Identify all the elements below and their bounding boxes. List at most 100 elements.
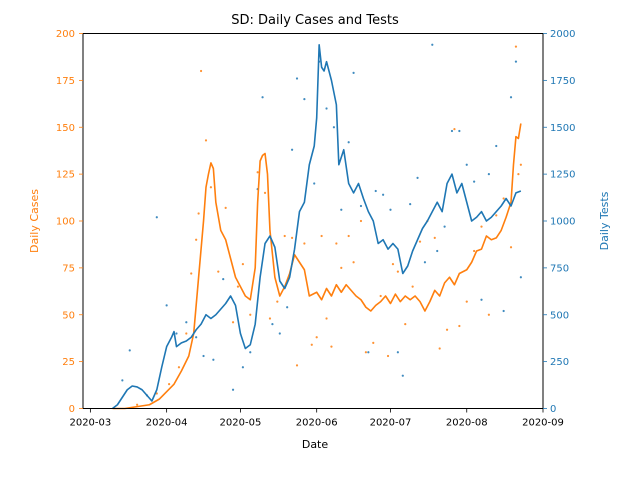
tests-scatter-point [278, 332, 281, 335]
cases-scatter-point [217, 270, 220, 273]
cases-scatter-point [263, 191, 267, 194]
left-y-tick-label: 150 [56, 123, 75, 134]
cases-scatter-point [303, 242, 306, 245]
cases-scatter-point [204, 139, 208, 142]
cases-scatter-point [310, 343, 313, 346]
cases-scatter-point [320, 234, 323, 238]
x-tick-label: 2020-04 [146, 418, 188, 429]
cases-scatter-point [404, 323, 407, 326]
cases-scatter-point [340, 266, 343, 269]
right-y-tick-label: 2000 [550, 29, 575, 40]
cases-scatter-point [473, 249, 476, 253]
tests-scatter-point [290, 148, 294, 151]
cases-scatter-point [379, 294, 382, 298]
tests-scatter-point [374, 189, 377, 193]
cases-scatter-point [495, 214, 498, 217]
cases-scatter-point [199, 69, 203, 73]
tests-scatter-point [202, 354, 205, 358]
left-y-tick-label: 25 [62, 357, 75, 368]
tests-scatter-point [409, 203, 412, 206]
cases-scatter-point [411, 285, 414, 288]
tests-scatter-point [389, 208, 392, 211]
tests-scatter-point [473, 180, 476, 183]
tests-scatter-point [401, 374, 404, 377]
left-y-tick-label: 125 [56, 170, 75, 181]
right-y-tick-label: 1250 [550, 170, 575, 181]
x-tick-label: 2020-03 [69, 418, 111, 429]
cases-scatter-point [487, 313, 490, 316]
left-y-tick-label: 175 [56, 76, 75, 87]
tests-scatter-point [359, 204, 363, 208]
plot-frame [82, 33, 544, 409]
x-axis: 2020-03 2020-04 2020-05 2020-06 2020-07 2020-… [69, 408, 564, 429]
chart-title: SD: Daily Cases and Tests [231, 13, 399, 28]
cases-scatter-point [418, 240, 422, 243]
tests-scatter-point [416, 176, 419, 179]
cases-scatter-point [195, 238, 198, 241]
cases-scatter-point [256, 171, 259, 174]
tests-scatter-point [519, 276, 522, 279]
tests-scatter-point [286, 306, 289, 309]
cases-scatter-point [502, 197, 505, 200]
cases-scatter-point [315, 336, 318, 339]
cases-scatter-point [224, 206, 227, 209]
tests-scatter-point [261, 96, 264, 99]
x-tick-label: 2020-07 [370, 418, 412, 429]
tests-scatter-point [495, 144, 498, 148]
cases-scatter-point [359, 219, 363, 223]
x-tick-label: 2020-06 [296, 418, 338, 429]
tests-scatter-point [175, 332, 178, 335]
cases-scatter-point [480, 225, 483, 228]
tests-scatter-point [514, 60, 518, 63]
tests-scatter-point [509, 96, 513, 99]
cases-scatter-point [190, 272, 193, 275]
cases-scatter-point [276, 300, 279, 303]
cases-scatter-point [453, 128, 456, 131]
tests-scatter-point [295, 77, 299, 80]
left-y-axis: 0 25 50 75 100 125 150 175 200 [56, 29, 83, 415]
cases-scatter-point [268, 317, 272, 320]
cases-scatter-point [445, 328, 449, 331]
tests-scatter-point [396, 351, 399, 354]
tests-scatter-point [165, 304, 168, 307]
cases-scatter-point [185, 332, 188, 335]
cases-scatter-point [396, 270, 399, 273]
x-tick-label: 2020-05 [220, 418, 262, 429]
cases-scatter-point [283, 234, 286, 238]
tests-scatter-point [347, 141, 350, 144]
cases-scatter-point [236, 285, 240, 288]
cases-scatter-point [458, 324, 461, 328]
tests-scatter-point [465, 163, 468, 166]
tests-scatter-point [325, 107, 328, 110]
tests-scatter-point [352, 71, 355, 74]
cases-scatter-point [325, 317, 328, 320]
cases-scatter-point [197, 212, 200, 215]
tests-scatter-point [332, 126, 336, 129]
tests-scatter-point [502, 309, 505, 313]
left-y-tick-label: 0 [69, 404, 75, 415]
cases-scatter-point [514, 45, 518, 48]
cases-scatter-point [177, 366, 181, 369]
cases-scatter-point [290, 236, 294, 239]
cases-scatter-point [330, 345, 333, 348]
tests-scatter-point [458, 129, 461, 133]
tests-scatter-point [382, 193, 385, 196]
cases-scatter-point [433, 236, 436, 239]
cases-scatter-point [509, 246, 513, 249]
tests-scatter-point [271, 323, 274, 326]
cases-rolling-line [112, 123, 522, 410]
cases-scatter-point [231, 321, 235, 324]
cases-scatter-point [209, 186, 213, 189]
x-tick-label: 2020-08 [446, 418, 488, 429]
tests-scatter-point [436, 249, 439, 253]
tests-scatter-point [450, 129, 454, 133]
left-y-axis-label: Daily Cases [28, 189, 41, 253]
cases-scatter-point [168, 383, 171, 386]
cases-scatter-point [347, 234, 350, 238]
tests-scatter-point [241, 366, 244, 369]
right-y-tick-label: 500 [550, 310, 569, 321]
right-y-tick-label: 1750 [550, 76, 575, 87]
cases-scatter-point [517, 173, 520, 176]
left-y-tick-label: 50 [62, 310, 75, 321]
